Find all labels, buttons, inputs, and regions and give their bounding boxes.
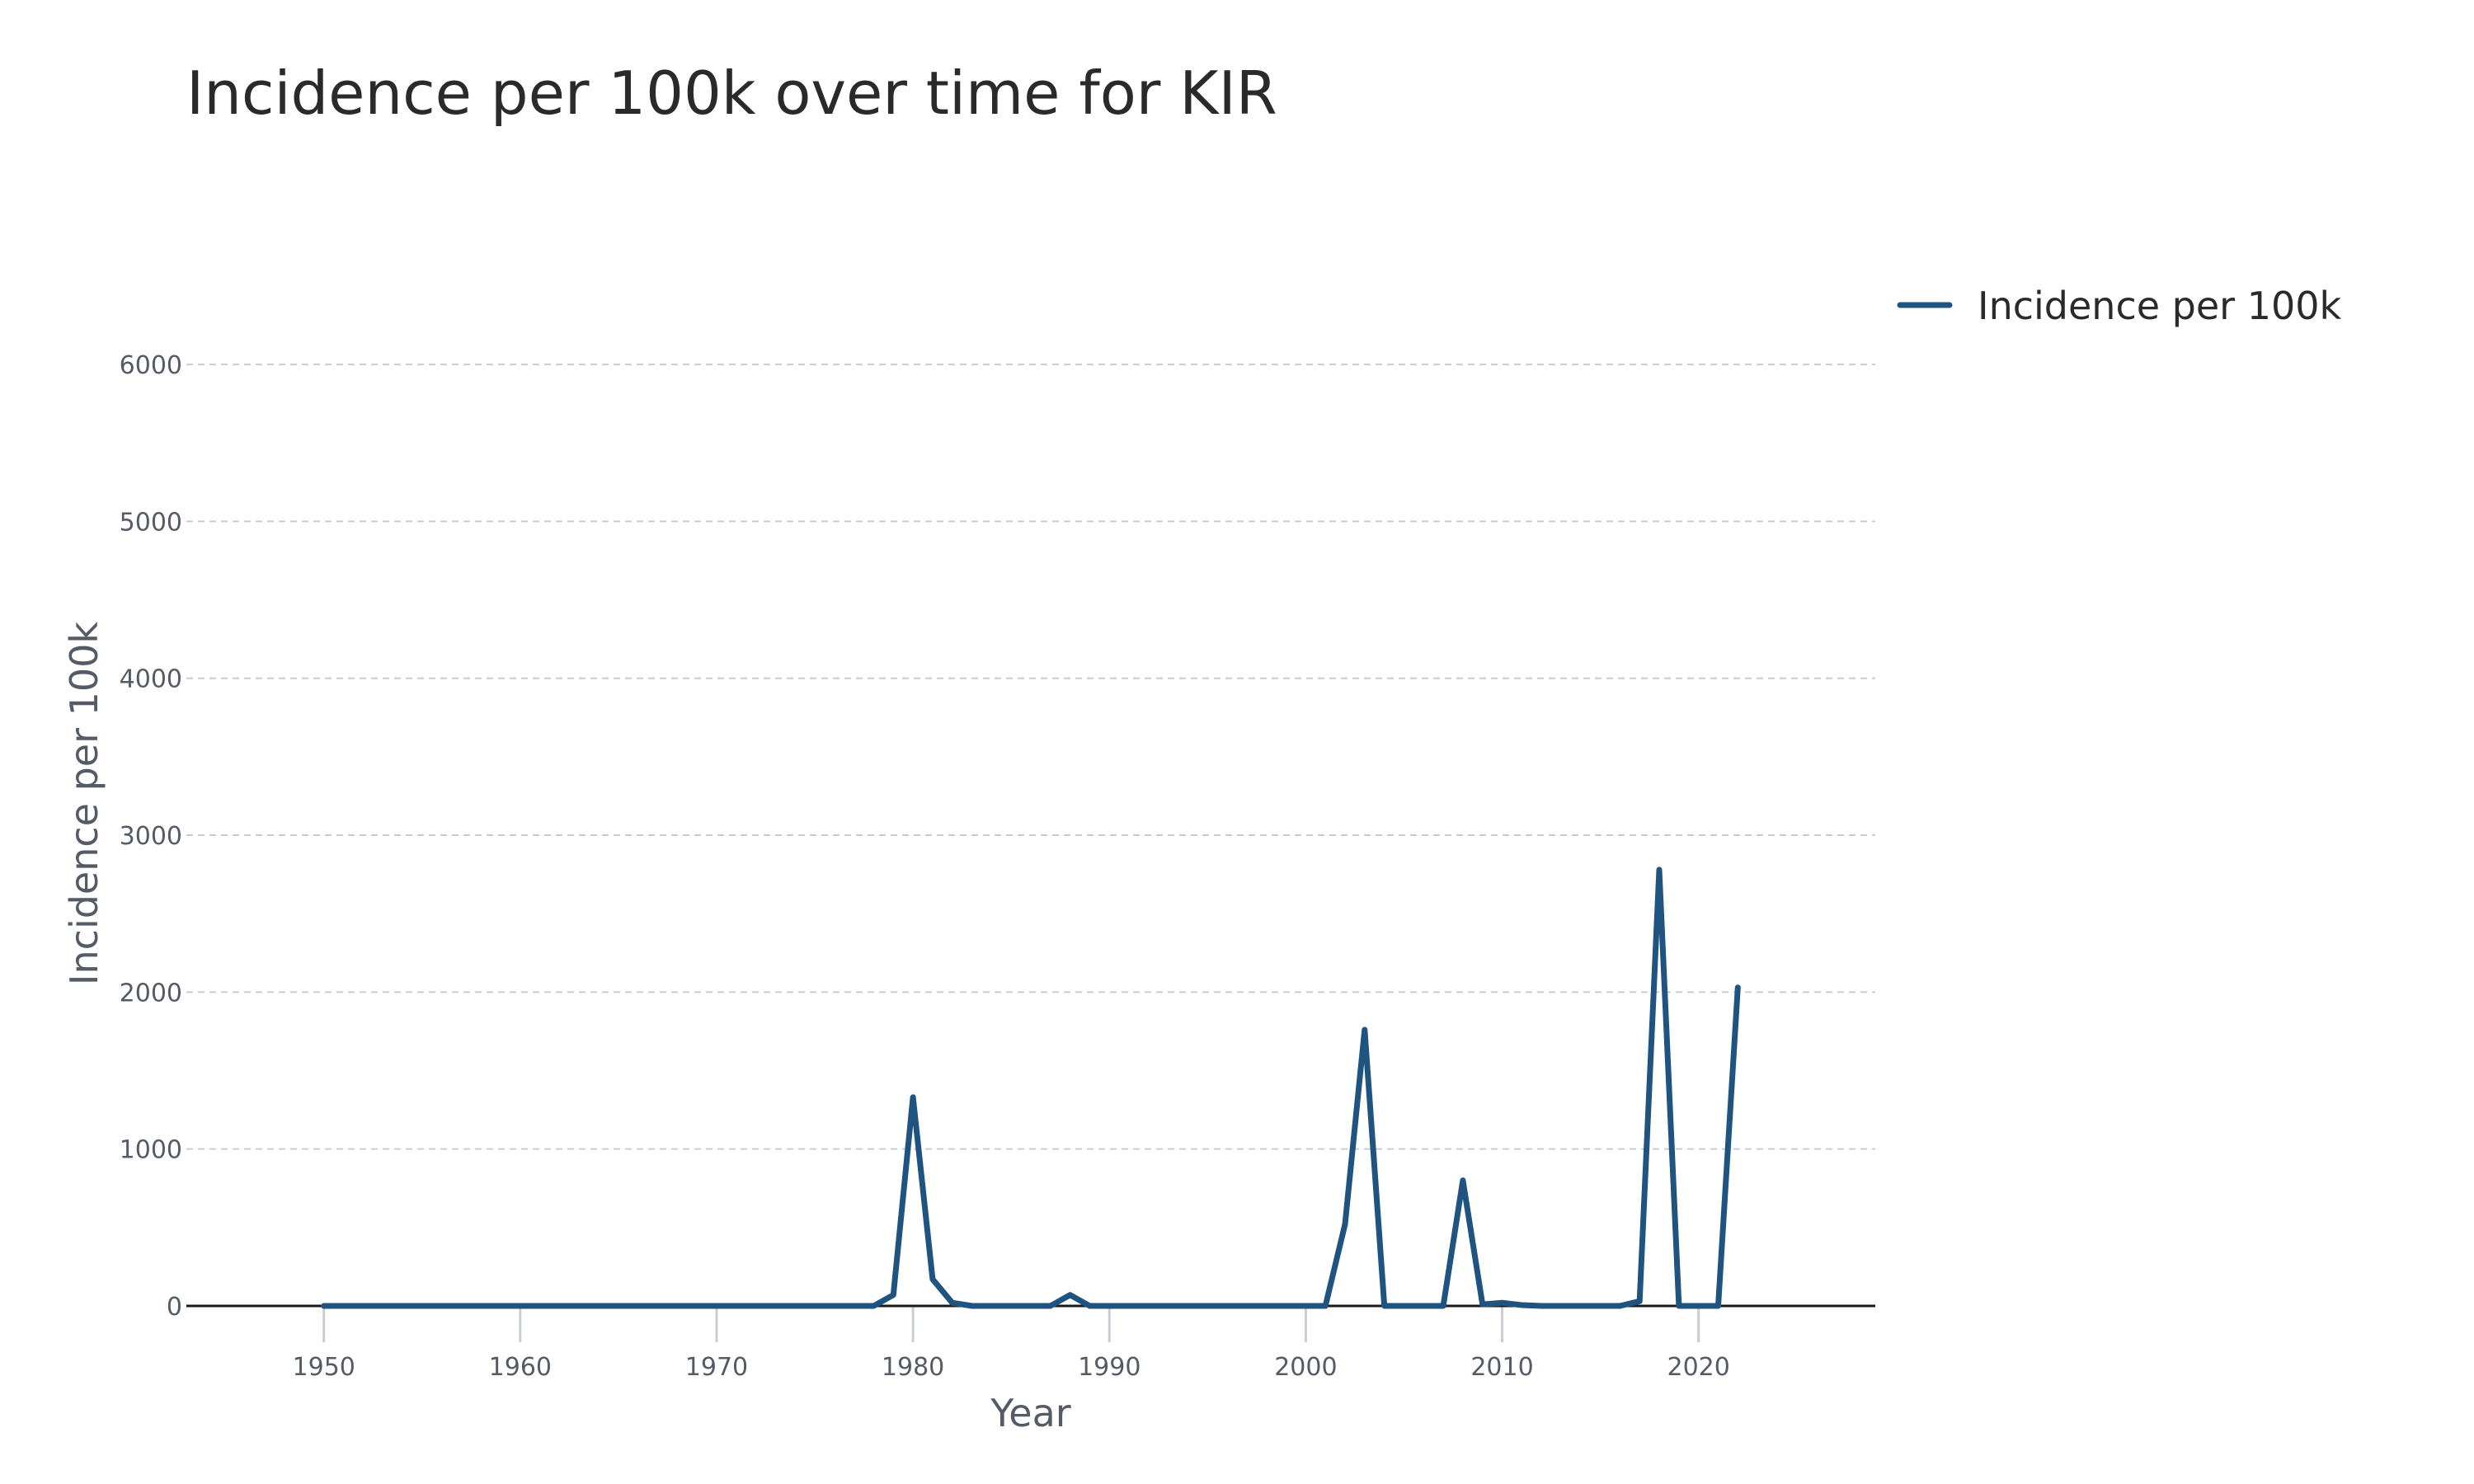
y-tick-label: 4000 — [120, 665, 182, 694]
gridlines — [186, 364, 1875, 1150]
series-layer — [321, 866, 1741, 1309]
x-tick-label: 2000 — [1274, 1353, 1337, 1382]
x-tick-label: 1990 — [1078, 1353, 1141, 1382]
legend-label: Incidence per 100k — [1978, 284, 2341, 328]
legend[interactable]: Incidence per 100k — [1897, 284, 2341, 328]
x-tick-label: 1980 — [882, 1353, 944, 1382]
y-tick-label: 6000 — [120, 351, 182, 380]
y-tick-label: 2000 — [120, 979, 182, 1007]
x-axis-title: Year — [990, 1391, 1070, 1435]
x-axis-tick-labels: 1950 1960 1970 1980 1990 2000 2010 2020 — [293, 1353, 1730, 1382]
y-axis-title: Incidence per 100k — [62, 622, 106, 985]
x-axis-ticks — [322, 1306, 1700, 1342]
y-tick-label: 0 — [167, 1293, 182, 1322]
y-tick-label: 5000 — [120, 508, 182, 537]
chart-title: Incidence per 100k over time for KIR — [186, 59, 1277, 128]
x-tick-label: 2010 — [1470, 1353, 1533, 1382]
x-tick-label: 1960 — [489, 1353, 552, 1382]
x-tick-label: 1950 — [293, 1353, 355, 1382]
x-tick-label: 1970 — [685, 1353, 748, 1382]
x-tick-label: 2020 — [1667, 1353, 1729, 1382]
y-axis-tick-labels: 0 1000 2000 3000 4000 5000 6000 — [120, 351, 182, 1322]
series-line[interactable] — [321, 866, 1741, 1309]
y-tick-label: 3000 — [120, 822, 182, 851]
y-tick-label: 1000 — [120, 1136, 182, 1165]
